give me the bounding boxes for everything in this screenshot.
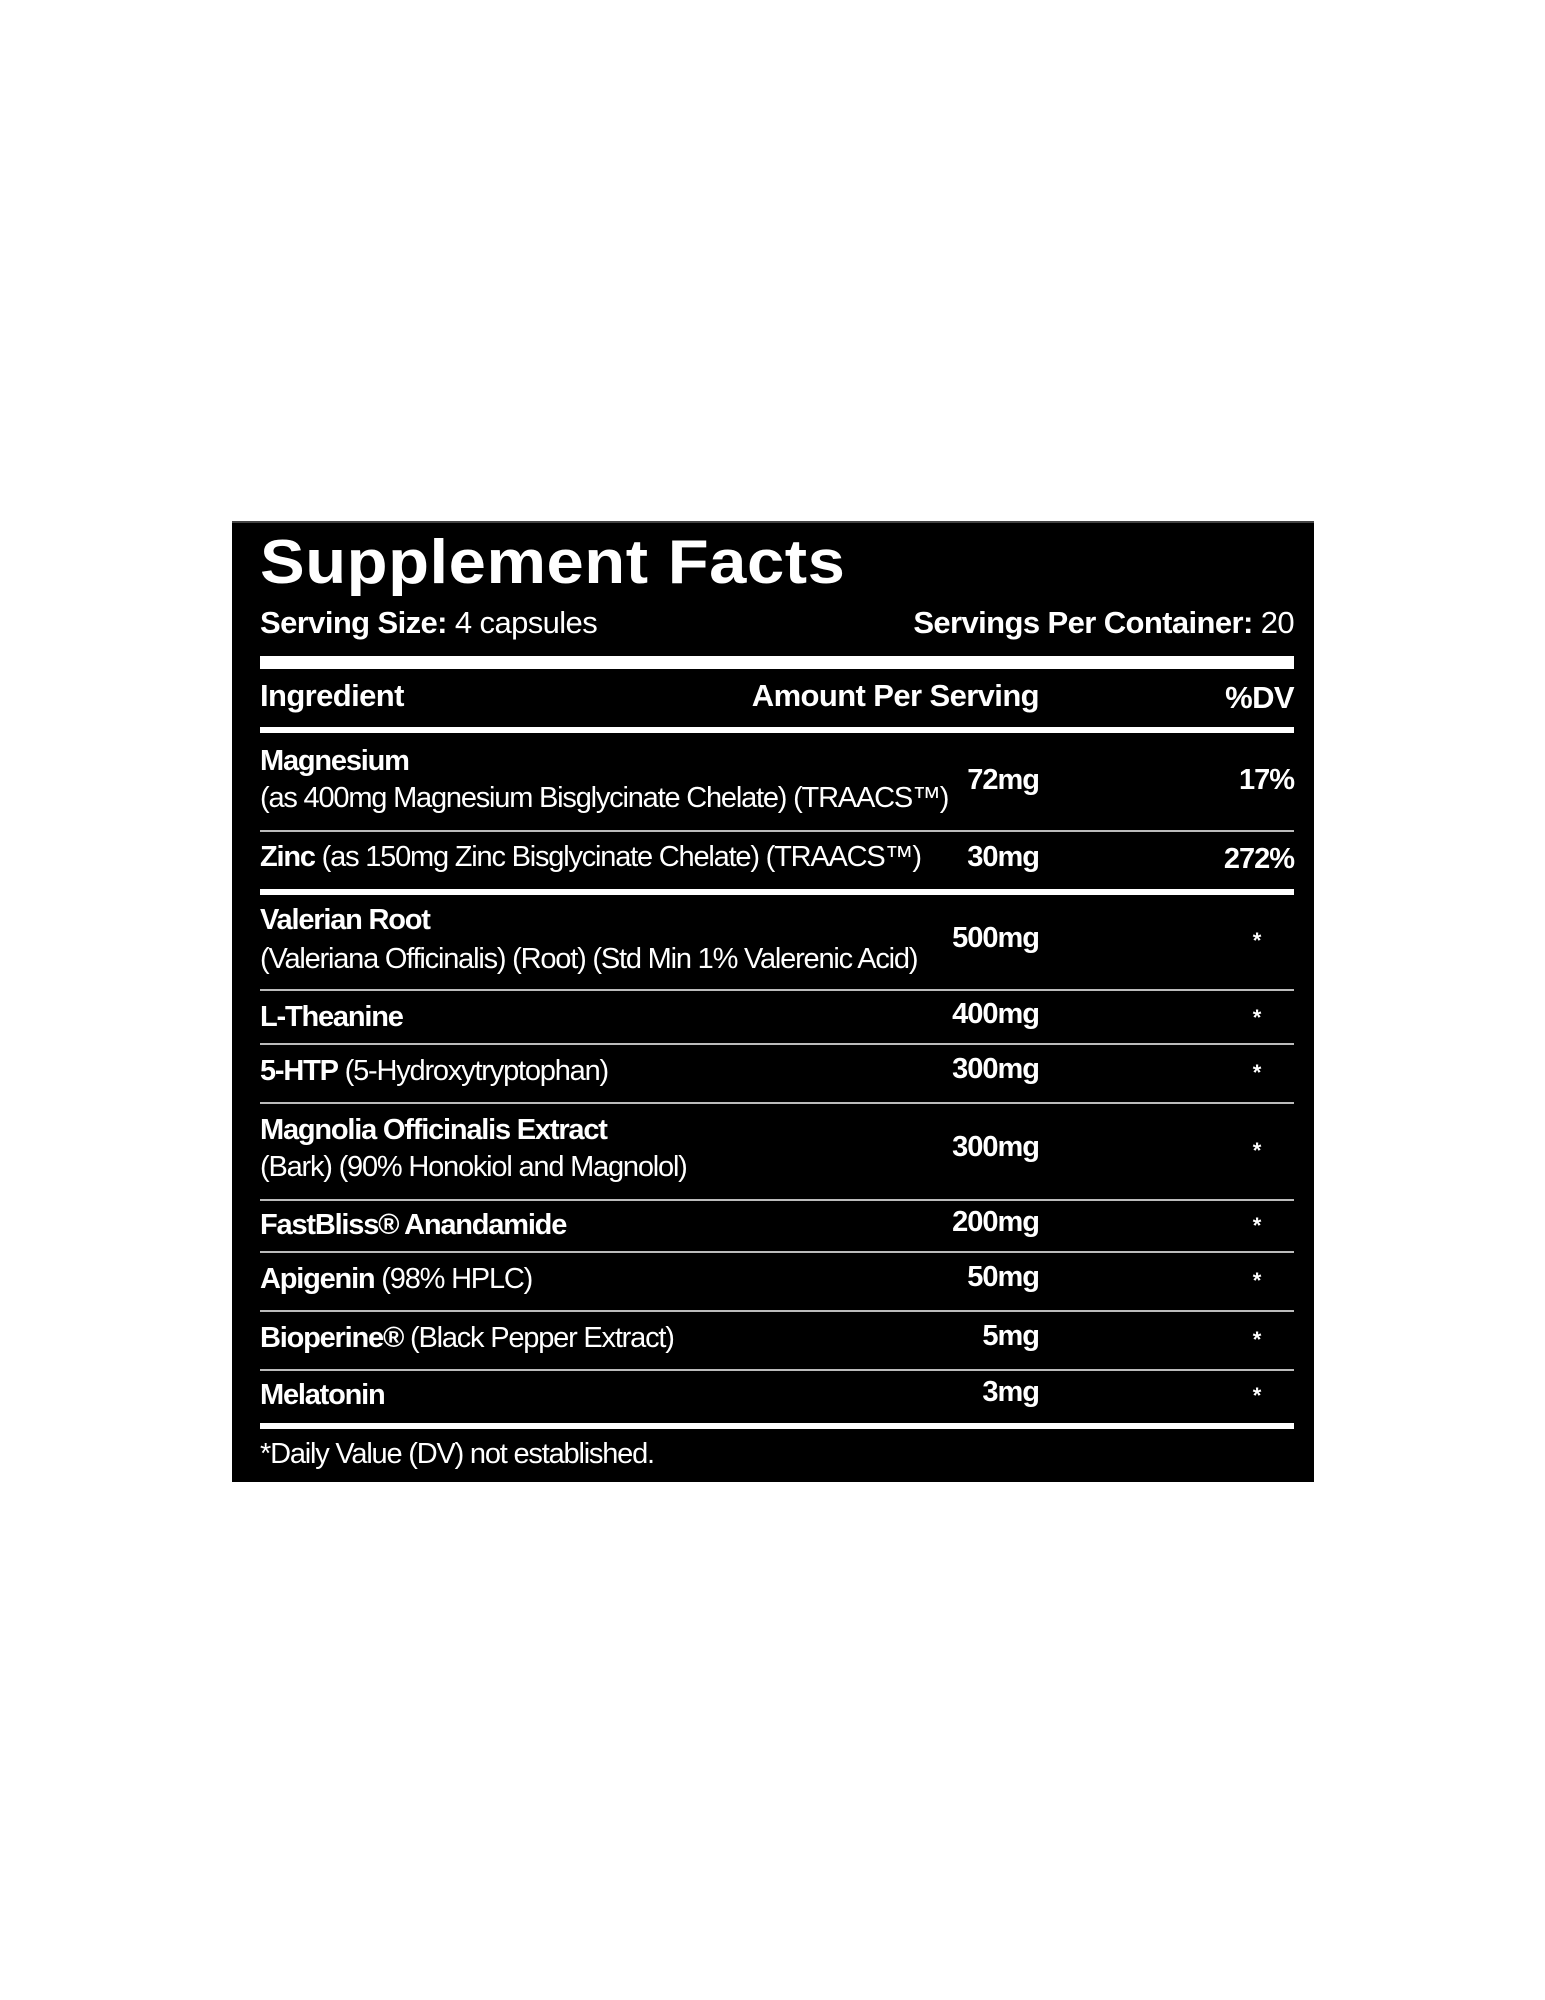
serving-size-label: Serving Size:: [260, 605, 447, 640]
ingredient-dv: 17%: [1238, 764, 1295, 796]
ingredient-dv: *: [1252, 1060, 1262, 1085]
ingredient-name: Magnolia Officinalis Extract: [260, 1114, 608, 1146]
ingredient-name: Valerian Root: [260, 904, 431, 936]
page-title: Supplement Facts: [260, 528, 846, 597]
footnote: *Daily Value (DV) not established.: [260, 1438, 655, 1470]
ingredient-name: FastBliss® Anandamide: [260, 1209, 567, 1241]
divider: [260, 1251, 1294, 1253]
ingredient-amount: 50mg: [967, 1261, 1040, 1293]
header-ingredient: Ingredient: [260, 678, 404, 713]
ingredient-dv: *: [1252, 1383, 1262, 1408]
ingredient-row: Zinc (as 150mg Zinc Bisglycinate Chelate…: [260, 841, 922, 874]
divider: [260, 830, 1294, 832]
ingredient-amount: 200mg: [952, 1206, 1040, 1238]
header-amount: Amount Per Serving: [751, 678, 1040, 713]
ingredient-dv: *: [1252, 1268, 1262, 1293]
ingredient-amount: 72mg: [967, 764, 1040, 796]
ingredient-detail: (98% HPLC): [374, 1263, 533, 1295]
ingredient-name: Magnesium: [260, 745, 410, 777]
ingredient-name: Zinc: [260, 841, 316, 873]
ingredient-detail: (as 150mg Zinc Bisglycinate Chelate) (TR…: [314, 841, 922, 873]
divider: [260, 1043, 1294, 1045]
servings-label: Servings Per Container:: [913, 605, 1253, 640]
divider: [260, 989, 1294, 991]
ingredient-name: 5-HTP: [260, 1055, 339, 1087]
divider: [260, 727, 1294, 733]
ingredient-amount: 400mg: [952, 998, 1040, 1030]
ingredient-name: L-Theanine: [260, 1001, 404, 1033]
ingredient-detail: (as 400mg Magnesium Bisglycinate Chelate…: [260, 782, 949, 814]
ingredient-dv: *: [1252, 928, 1262, 953]
ingredient-dv: *: [1252, 1213, 1262, 1238]
divider: [260, 1310, 1294, 1312]
ingredient-dv: *: [1252, 1327, 1262, 1352]
ingredient-dv: *: [1252, 1005, 1262, 1030]
serving-size-value: 4 capsules: [446, 605, 598, 640]
header-dv: %DV: [1225, 680, 1294, 715]
ingredient-detail: (Bark) (90% Honokiol and Magnolol): [260, 1151, 688, 1183]
ingredient-amount: 30mg: [967, 841, 1040, 873]
ingredient-dv: 272%: [1223, 843, 1295, 875]
serving-size: Serving Size: 4 capsules: [260, 605, 598, 641]
ingredient-row: Bioperine® (Black Pepper Extract): [260, 1322, 675, 1355]
ingredient-amount: 3mg: [982, 1376, 1040, 1408]
ingredient-amount: 300mg: [952, 1053, 1040, 1085]
divider: [260, 889, 1294, 895]
ingredient-name: Apigenin: [260, 1263, 376, 1295]
ingredient-detail: (Valeriana Officinalis) (Root) (Std Min …: [260, 943, 918, 975]
servings-value: 20: [1252, 605, 1295, 640]
ingredient-dv: *: [1252, 1138, 1262, 1163]
ingredient-name: Melatonin: [260, 1379, 386, 1411]
divider: [260, 1199, 1294, 1201]
divider: [260, 1369, 1294, 1371]
ingredient-name: Bioperine®: [260, 1322, 404, 1354]
ingredient-row: Apigenin (98% HPLC): [260, 1263, 533, 1296]
ingredient-detail: (Black Pepper Extract): [403, 1322, 675, 1354]
ingredient-amount: 300mg: [952, 1131, 1040, 1163]
servings-per-container: Servings Per Container: 20: [913, 605, 1294, 641]
divider: [260, 656, 1294, 669]
supplement-facts-panel: Supplement Facts Serving Size: 4 capsule…: [232, 521, 1314, 1482]
ingredient-amount: 500mg: [952, 922, 1040, 954]
ingredient-amount: 5mg: [982, 1320, 1040, 1352]
divider: [260, 1423, 1294, 1429]
divider: [260, 1102, 1294, 1104]
ingredient-row: 5-HTP (5-Hydroxytryptophan): [260, 1055, 610, 1088]
ingredient-detail: (5-Hydroxytryptophan): [337, 1055, 610, 1087]
